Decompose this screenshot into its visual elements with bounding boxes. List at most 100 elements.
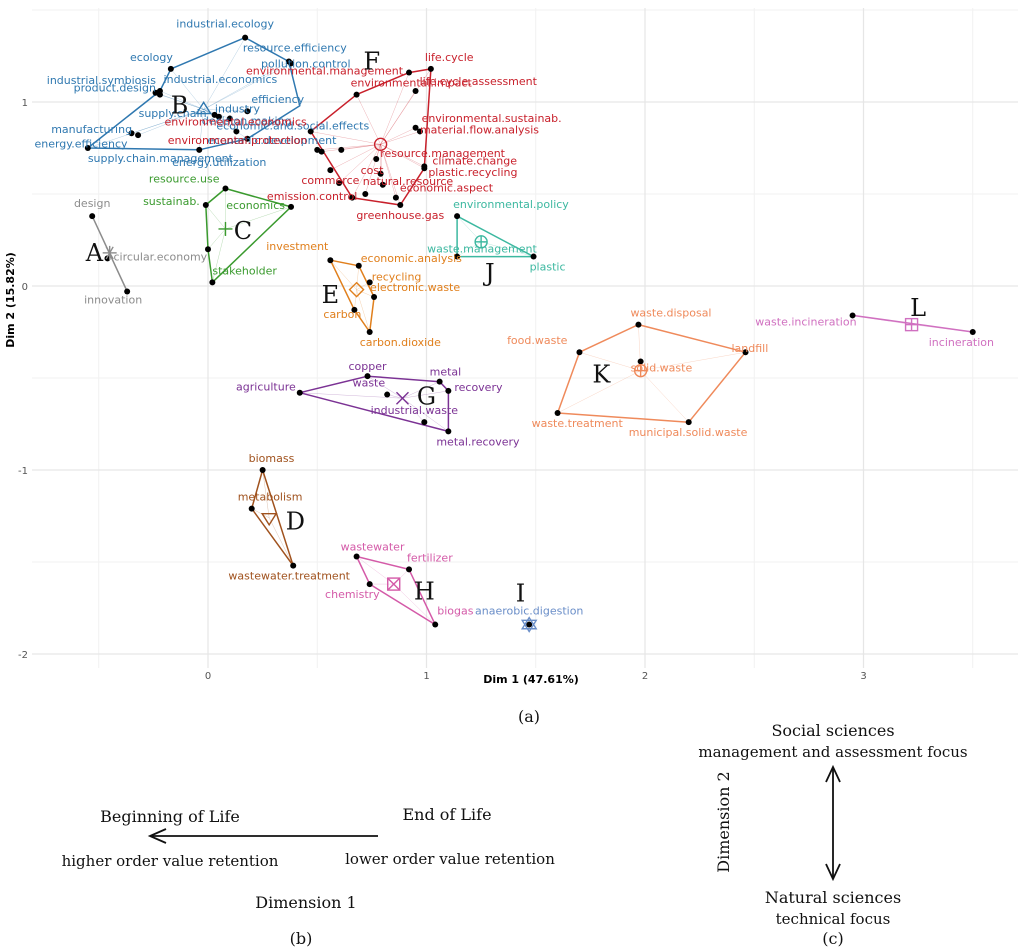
- data-point: [307, 128, 314, 135]
- data-point: [288, 60, 295, 67]
- data-point: [364, 373, 371, 380]
- leader-line: [212, 228, 226, 283]
- leader-line: [402, 381, 440, 399]
- data-point: [969, 329, 976, 335]
- point-label: investment: [266, 240, 329, 253]
- leader-line: [203, 63, 292, 110]
- leader-line: [203, 61, 289, 110]
- point-label: industrial.symbiosis: [47, 74, 156, 87]
- cluster-center-marker: [195, 101, 212, 115]
- data-point: [128, 130, 135, 137]
- cluster-letter-a: A: [85, 239, 104, 267]
- point-label: landfill: [732, 342, 769, 355]
- cluster-hull-e: [329, 259, 375, 333]
- data-point: [849, 312, 856, 319]
- point-label: wastewater: [341, 540, 405, 553]
- point-label: material.flow.analysis: [420, 123, 539, 136]
- leader-line: [481, 241, 534, 257]
- cluster-center-marker: [260, 512, 278, 527]
- data-point: [196, 146, 203, 153]
- point-label: pollution.control: [261, 57, 351, 70]
- point-label: industrial.economics: [164, 73, 278, 86]
- leader-line: [579, 352, 641, 371]
- data-point: [436, 378, 443, 385]
- data-point: [412, 124, 419, 131]
- point-label: commerce: [301, 174, 359, 187]
- data-point: [84, 145, 91, 151]
- point-label: stakeholder: [212, 264, 277, 277]
- point-label: plastic.recycling: [428, 166, 517, 179]
- point-label: industrial.waste: [371, 404, 459, 417]
- leader-line: [402, 390, 449, 399]
- x-tick-label: 2: [642, 671, 648, 682]
- data-point: [373, 156, 380, 163]
- data-point: [635, 321, 642, 328]
- x-tick-label: 1: [423, 671, 429, 682]
- point-label: environmental.management: [246, 65, 404, 78]
- dimension-2-label: Dimension 2: [714, 771, 733, 872]
- data-point: [445, 387, 452, 394]
- leader-line: [203, 37, 246, 110]
- cluster-center-marker: [387, 577, 401, 591]
- point-label: energy.utilization: [172, 156, 266, 169]
- point-label: waste.disposal: [630, 307, 711, 320]
- cluster-letter-j: J: [482, 259, 495, 287]
- data-point: [454, 213, 461, 220]
- natural-sciences-label: Natural sciences: [765, 888, 901, 907]
- leader-line: [330, 260, 357, 290]
- leader-line: [159, 90, 204, 110]
- cluster-center-marker: [520, 619, 538, 633]
- panel-b: Beginning of Life End of Life higher ord…: [62, 805, 556, 948]
- cluster-hull-c: [205, 187, 292, 284]
- point-label: metal.recovery: [436, 435, 520, 448]
- point-label: resource.management: [380, 147, 505, 160]
- leader-line: [380, 144, 397, 198]
- x-axis-label: Dim 1 (47.61%): [483, 673, 579, 686]
- data-point: [202, 202, 209, 209]
- data-point: [366, 279, 373, 286]
- data-point: [554, 409, 561, 416]
- point-label: cost: [361, 164, 385, 177]
- point-label: waste.management: [427, 243, 537, 256]
- leader-line: [155, 92, 204, 110]
- beginning-of-life-label: Beginning of Life: [100, 807, 240, 826]
- cluster-letter-f: F: [364, 48, 381, 76]
- data-point: [637, 358, 644, 365]
- point-label: climate.change: [432, 154, 517, 167]
- data-point: [366, 581, 373, 588]
- x-tick-label: 3: [860, 671, 866, 682]
- cluster-letter-e: E: [322, 281, 340, 309]
- leader-line: [262, 469, 270, 518]
- data-point: [351, 306, 358, 313]
- leader-line: [365, 144, 381, 195]
- point-label: economics: [226, 199, 285, 212]
- panel-a-caption: (a): [518, 707, 540, 726]
- cluster-center-marker: [348, 281, 365, 298]
- leader-line: [911, 324, 973, 333]
- leader-line: [402, 398, 449, 432]
- data-point: [327, 257, 334, 264]
- data-point: [205, 246, 211, 253]
- point-label: metabolism: [238, 491, 303, 504]
- leader-line: [203, 109, 248, 112]
- leader-line: [170, 68, 204, 110]
- data-point: [318, 148, 325, 155]
- data-point: [379, 181, 386, 188]
- point-label: industry: [215, 103, 261, 116]
- leader-line: [203, 109, 248, 140]
- point-label: life.cycle.assessment: [420, 75, 538, 88]
- data-point: [353, 553, 360, 560]
- social-sciences-label: Social sciences: [771, 721, 894, 740]
- cluster-hull-j: [456, 215, 535, 258]
- y-tick-label: -1: [18, 466, 28, 477]
- data-point: [152, 89, 159, 96]
- y-axis-label: Dim 2 (15.82%): [4, 252, 17, 348]
- point-label: biomass: [249, 452, 295, 465]
- leader-line: [159, 94, 204, 110]
- cluster-hull-d: [250, 469, 294, 567]
- data-point: [427, 65, 434, 72]
- data-point: [296, 389, 303, 396]
- dimension-1-arrowhead: [147, 828, 167, 844]
- leader-line: [356, 289, 370, 333]
- data-point: [353, 91, 360, 98]
